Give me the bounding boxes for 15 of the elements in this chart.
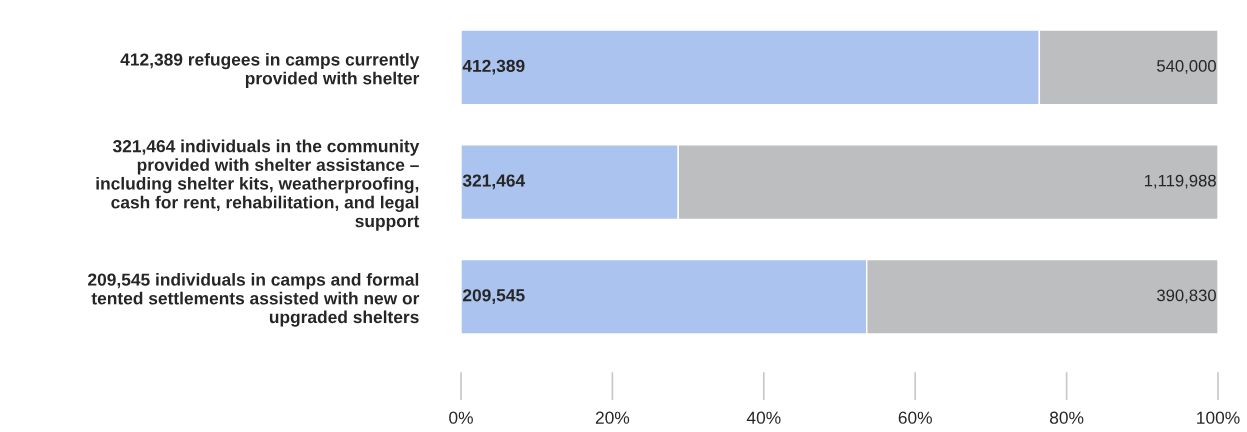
x-tick-label: 0% bbox=[449, 411, 473, 424]
annotation: 321,464 bbox=[462, 174, 526, 190]
x-tick-label: 60% bbox=[898, 411, 932, 424]
x-tick-label: 100% bbox=[1197, 411, 1240, 424]
y-tick-label: 321,464 individuals in the community provided with shelter assistance – including shelter kits, weatherproofing, cash for rent, rehabilitation, and legal support bbox=[96, 139, 420, 231]
y-tick-label: 412,389 refugees in camps currently provided with shelter bbox=[120, 52, 420, 88]
annotation: 412,389 bbox=[462, 59, 525, 75]
annotation: 1,119,988 bbox=[1144, 174, 1216, 189]
x-tick-label: 80% bbox=[1049, 411, 1084, 424]
annotation: 390,830 bbox=[1157, 289, 1216, 304]
x-tick-label: 20% bbox=[595, 411, 630, 424]
annotation: 540,000 bbox=[1157, 60, 1216, 74]
y-tick-label: 209,545 individuals in camps and formal tented settlements assisted with new or upgraded shelters bbox=[88, 273, 420, 327]
annotation: 209,545 bbox=[462, 289, 525, 304]
x-tick-label: 40% bbox=[746, 411, 781, 424]
